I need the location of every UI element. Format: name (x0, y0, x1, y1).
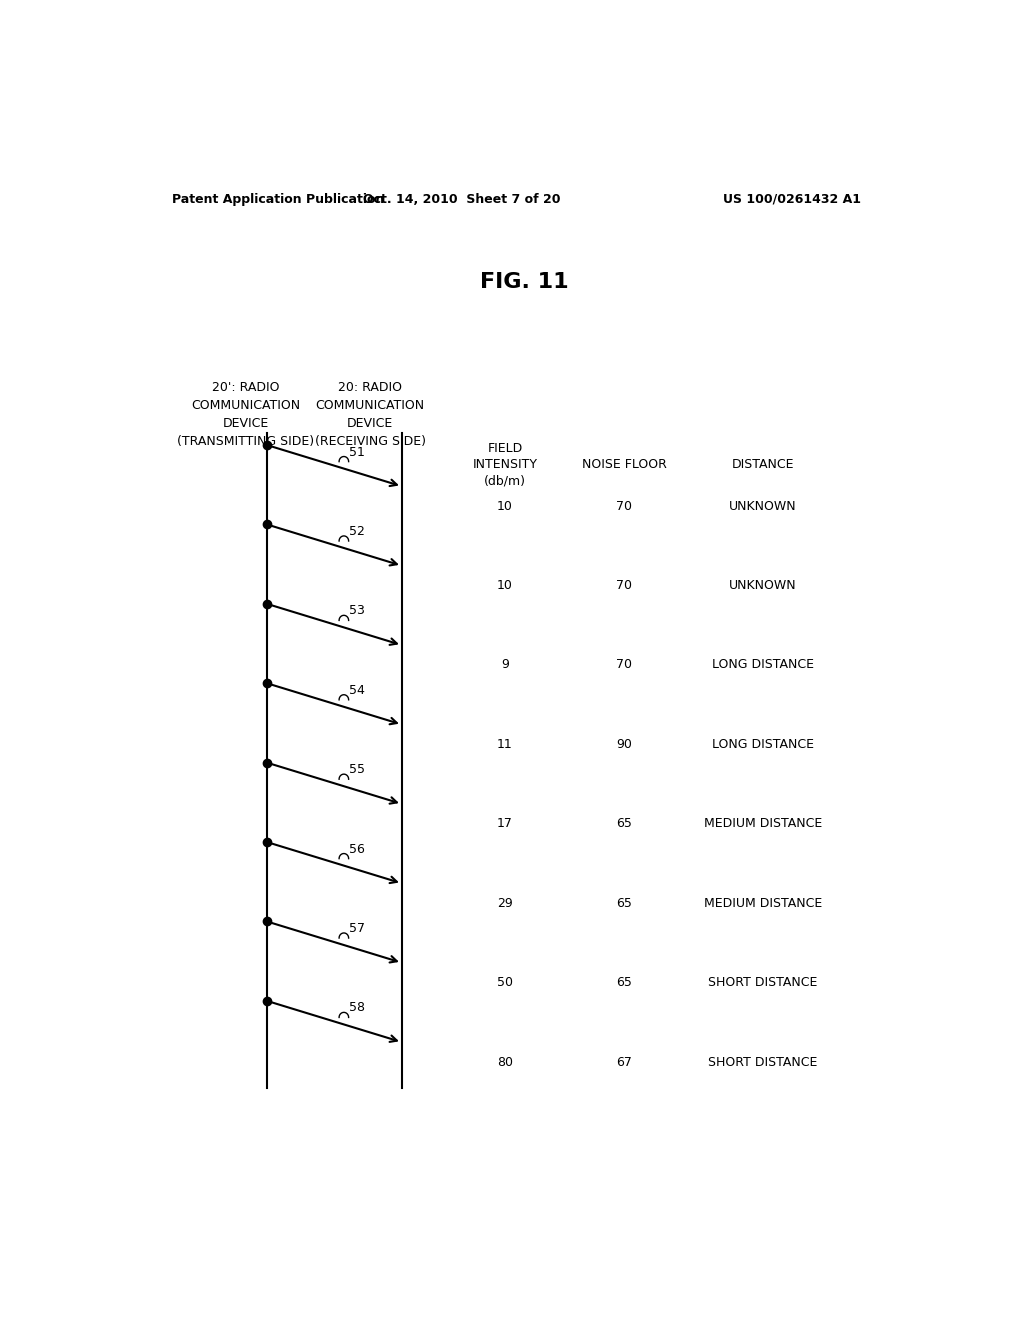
Text: MEDIUM DISTANCE: MEDIUM DISTANCE (703, 817, 822, 830)
Text: 56: 56 (349, 842, 366, 855)
Text: 52: 52 (349, 525, 366, 539)
Text: 80: 80 (497, 1056, 513, 1068)
Text: FIELD: FIELD (487, 442, 522, 454)
Text: LONG DISTANCE: LONG DISTANCE (712, 659, 814, 672)
Text: DEVICE: DEVICE (222, 417, 268, 430)
Text: 50: 50 (497, 975, 513, 989)
Text: 10: 10 (497, 579, 513, 593)
Text: COMMUNICATION: COMMUNICATION (315, 399, 425, 412)
Text: 20': RADIO: 20': RADIO (212, 380, 280, 393)
Text: UNKNOWN: UNKNOWN (729, 579, 797, 593)
Text: 9: 9 (501, 659, 509, 672)
Text: 57: 57 (349, 921, 366, 935)
Text: 70: 70 (616, 500, 632, 512)
Text: 70: 70 (616, 579, 632, 593)
Text: UNKNOWN: UNKNOWN (729, 500, 797, 512)
Text: INTENSITY: INTENSITY (472, 458, 538, 471)
Text: 55: 55 (349, 763, 366, 776)
Text: (TRANSMITTING SIDE): (TRANSMITTING SIDE) (177, 436, 314, 449)
Text: LONG DISTANCE: LONG DISTANCE (712, 738, 814, 751)
Text: 90: 90 (616, 738, 632, 751)
Text: 29: 29 (497, 896, 513, 909)
Text: MEDIUM DISTANCE: MEDIUM DISTANCE (703, 896, 822, 909)
Text: 65: 65 (616, 975, 632, 989)
Text: 58: 58 (349, 1002, 366, 1014)
Text: Patent Application Publication: Patent Application Publication (172, 193, 384, 206)
Text: SHORT DISTANCE: SHORT DISTANCE (709, 975, 817, 989)
Text: 17: 17 (497, 817, 513, 830)
Text: 67: 67 (616, 1056, 632, 1068)
Text: 70: 70 (616, 659, 632, 672)
Text: NOISE FLOOR: NOISE FLOOR (582, 458, 667, 471)
Text: FIG. 11: FIG. 11 (480, 272, 569, 293)
Text: 65: 65 (616, 817, 632, 830)
Text: SHORT DISTANCE: SHORT DISTANCE (709, 1056, 817, 1068)
Text: 20: RADIO: 20: RADIO (338, 380, 402, 393)
Text: DISTANCE: DISTANCE (731, 458, 795, 471)
Text: US 100/0261432 A1: US 100/0261432 A1 (723, 193, 861, 206)
Text: 11: 11 (497, 738, 513, 751)
Text: 10: 10 (497, 500, 513, 512)
Text: (RECEIVING SIDE): (RECEIVING SIDE) (314, 436, 426, 449)
Text: 53: 53 (349, 605, 366, 618)
Text: (db/m): (db/m) (484, 474, 526, 487)
Text: COMMUNICATION: COMMUNICATION (190, 399, 300, 412)
Text: DEVICE: DEVICE (347, 417, 393, 430)
Text: Oct. 14, 2010  Sheet 7 of 20: Oct. 14, 2010 Sheet 7 of 20 (362, 193, 560, 206)
Text: 51: 51 (349, 446, 366, 458)
Text: 65: 65 (616, 896, 632, 909)
Text: 54: 54 (349, 684, 366, 697)
